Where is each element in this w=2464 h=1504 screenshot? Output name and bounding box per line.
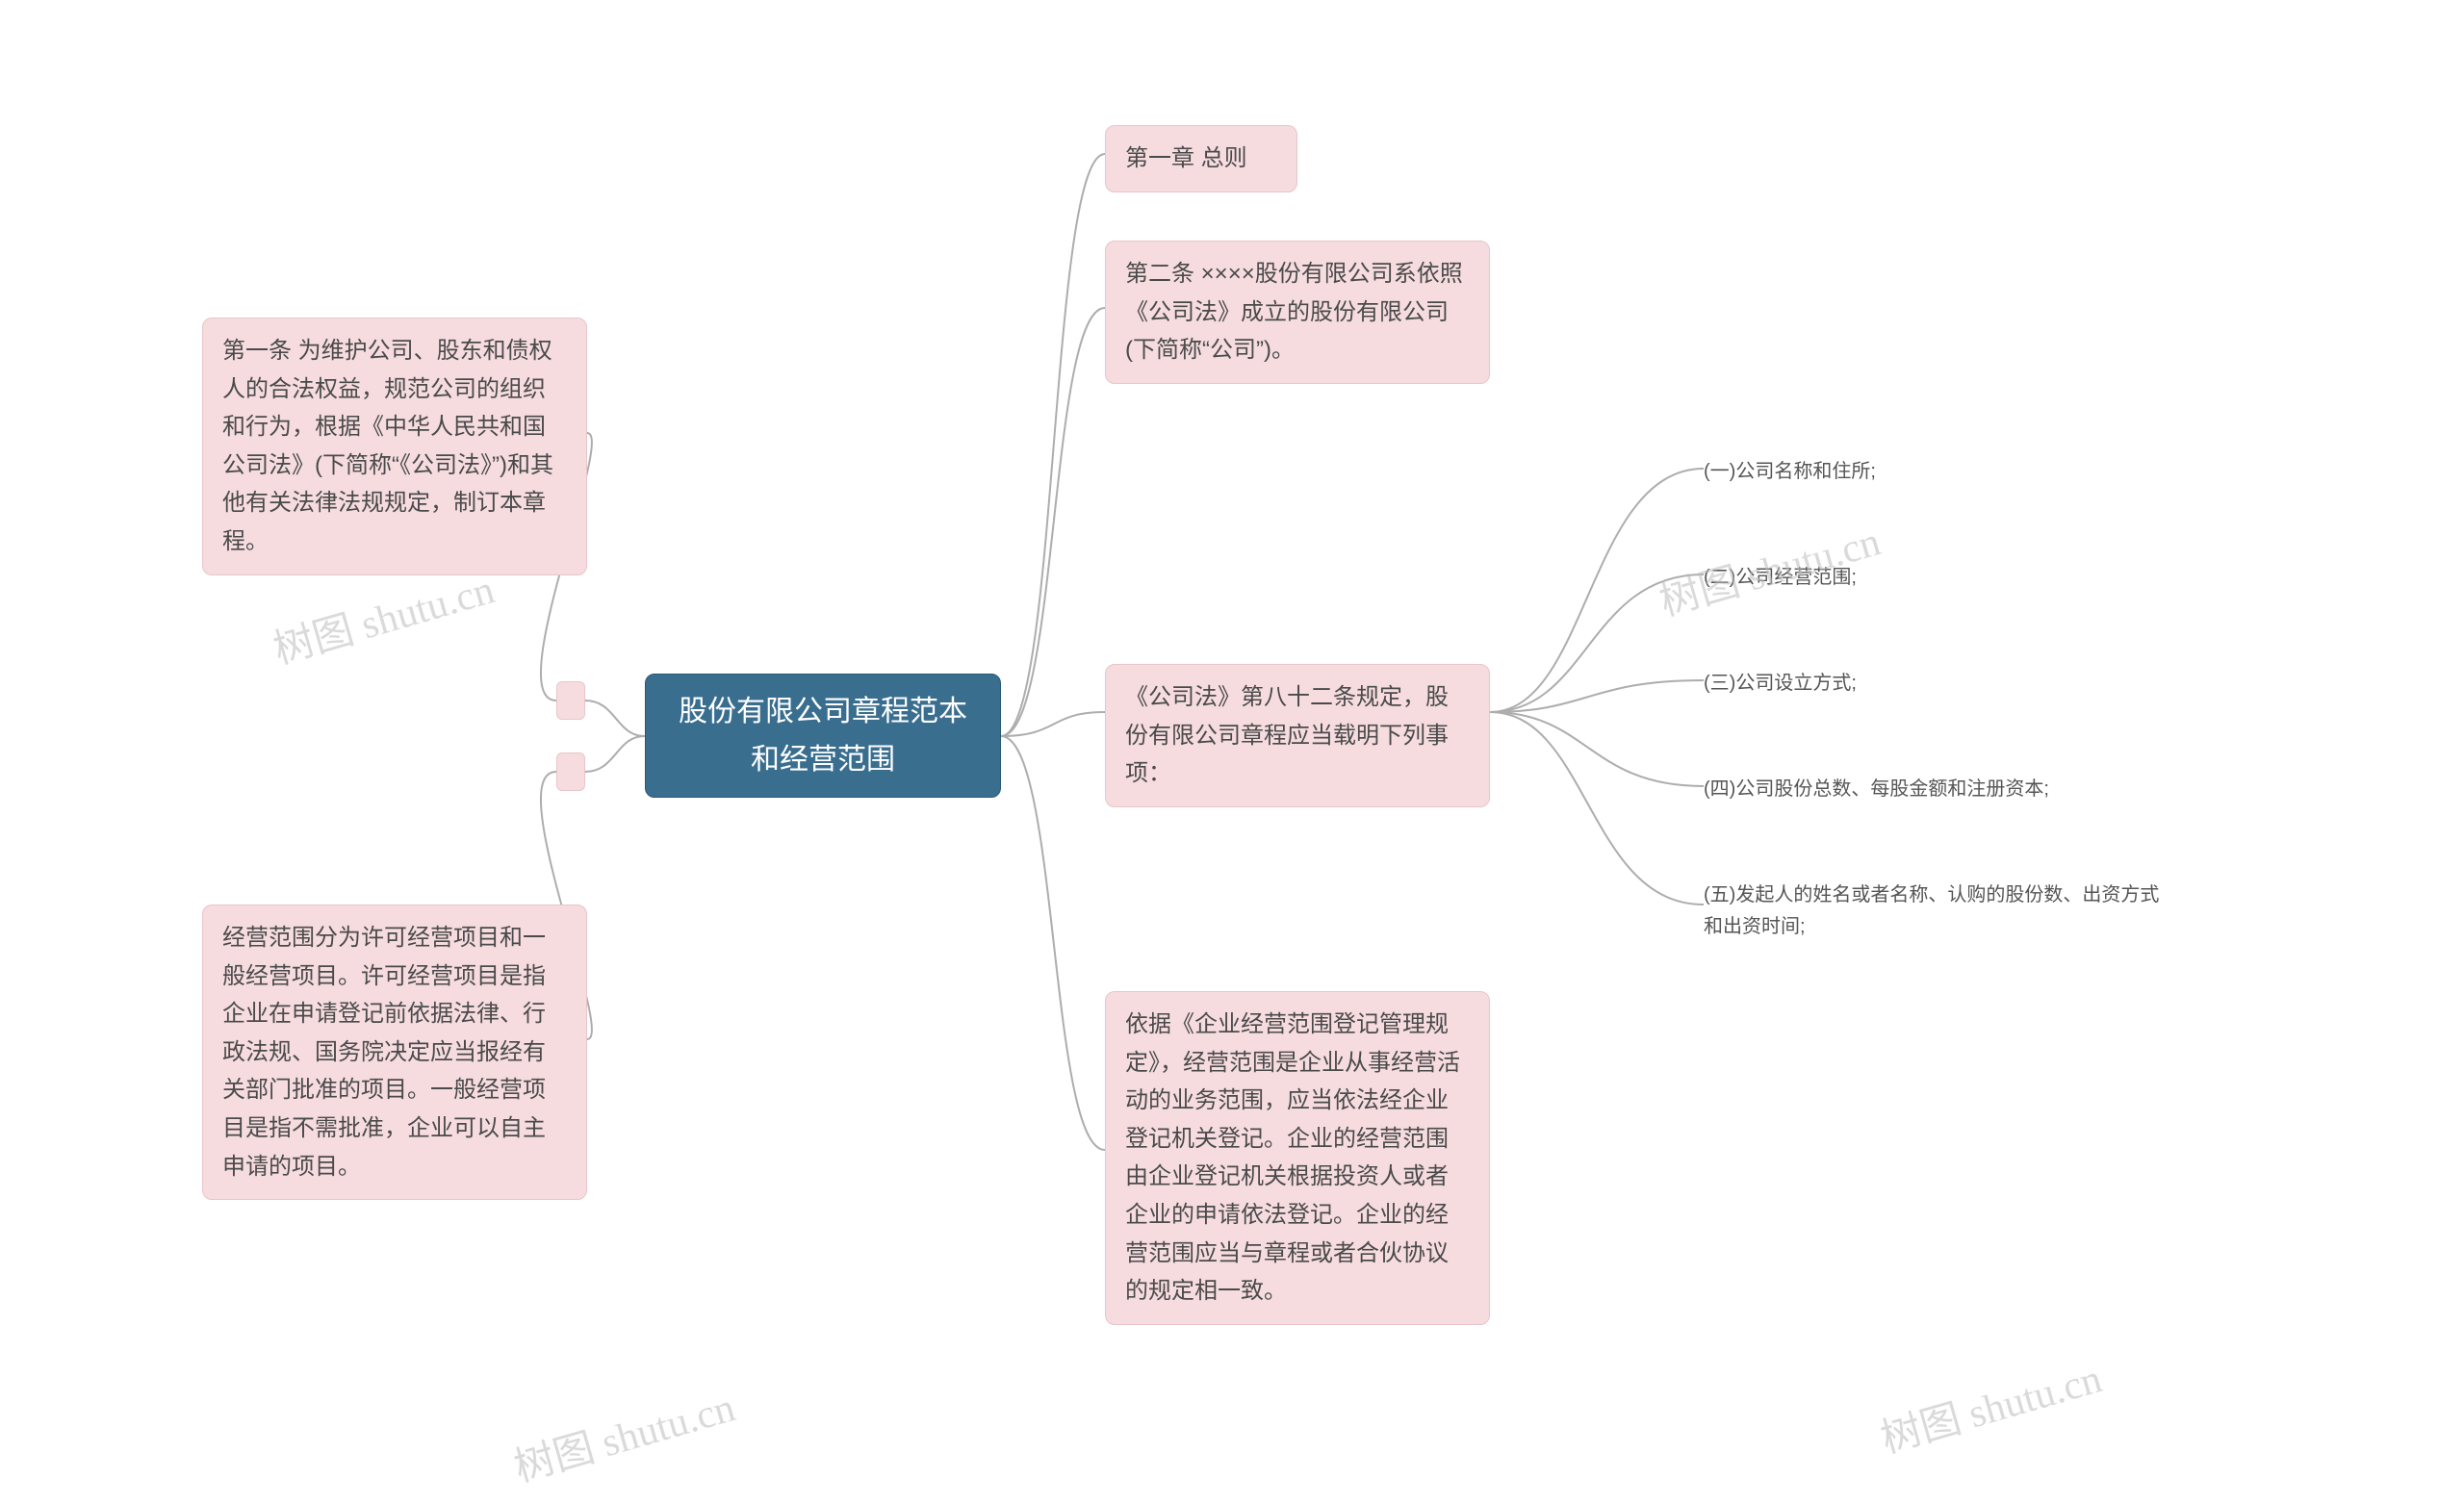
leaf-0[interactable]: (一)公司名称和住所; (1704, 452, 2185, 492)
right-branch-2[interactable]: 《公司法》第八十二条规定，股份有限公司章程应当载明下列事项： (1105, 664, 1490, 807)
left-branch-0[interactable]: 第一条 为维护公司、股东和债权人的合法权益，规范公司的组织和行为，根据《中华人民… (202, 318, 587, 575)
right-branch-1[interactable]: 第二条 ××××股份有限公司系依照《公司法》成立的股份有限公司(下简称“公司”)… (1105, 241, 1490, 384)
leaf-3[interactable]: (四)公司股份总数、每股金额和注册资本; (1704, 770, 2185, 809)
leaf-label: (一)公司名称和住所; (1704, 461, 1876, 482)
leaf-4[interactable]: (五)发起人的姓名或者名称、认购的股份数、出资方式和出资时间; (1704, 876, 2166, 947)
right-branch-3[interactable]: 依据《企业经营范围登记管理规定》，经营范围是企业从事经营活动的业务范围，应当依法… (1105, 991, 1490, 1325)
leaf-label: (五)发起人的姓名或者名称、认购的股份数、出资方式和出资时间; (1704, 884, 2159, 937)
branch-label: 第一章 总则 (1125, 145, 1247, 171)
left-branch-1[interactable]: 经营范围分为许可经营项目和一般经营项目。许可经营项目是指企业在申请登记前依据法律… (202, 905, 587, 1200)
right-branch-0[interactable]: 第一章 总则 (1105, 125, 1297, 192)
branch-label: 《公司法》第八十二条规定，股份有限公司章程应当载明下列事项： (1125, 684, 1449, 786)
root-node[interactable]: 股份有限公司章程范本和经营范围 (645, 674, 1001, 798)
leaf-label: (四)公司股份总数、每股金额和注册资本; (1704, 778, 2049, 800)
leaf-label: (三)公司设立方式; (1704, 673, 1857, 694)
root-label: 股份有限公司章程范本和经营范围 (679, 696, 967, 776)
leaf-1[interactable]: (二)公司经营范围; (1704, 558, 2185, 598)
left-stub-0 (556, 681, 585, 720)
left-stub-1 (556, 752, 585, 791)
branch-label: 第一条 为维护公司、股东和债权人的合法权益，规范公司的组织和行为，根据《中华人民… (222, 338, 553, 554)
connectors (0, 0, 289, 144)
leaf-label: (二)公司经营范围; (1704, 567, 1857, 588)
mindmap-canvas: 股份有限公司章程范本和经营范围 第一条 为维护公司、股东和债权人的合法权益，规范… (0, 0, 2464, 1504)
watermark: 树图 shutu.cn (1873, 1346, 2107, 1466)
branch-label: 经营范围分为许可经营项目和一般经营项目。许可经营项目是指企业在申请登记前依据法律… (222, 925, 546, 1180)
watermark: 树图 shutu.cn (506, 1375, 740, 1494)
leaf-2[interactable]: (三)公司设立方式; (1704, 664, 2185, 703)
branch-label: 第二条 ××××股份有限公司系依照《公司法》成立的股份有限公司(下简称“公司”)… (1125, 261, 1463, 363)
branch-label: 依据《企业经营范围登记管理规定》，经营范围是企业从事经营活动的业务范围，应当依法… (1125, 1011, 1460, 1304)
